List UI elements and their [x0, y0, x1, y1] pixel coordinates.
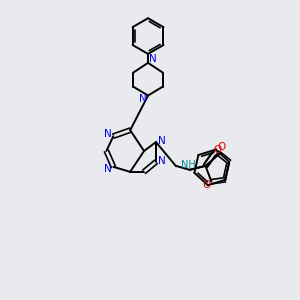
Text: N: N	[149, 54, 157, 64]
Text: N: N	[139, 94, 147, 104]
Text: N: N	[103, 164, 111, 174]
Text: O: O	[202, 180, 211, 190]
Text: O: O	[217, 142, 226, 152]
Text: NH: NH	[181, 160, 196, 170]
Text: N: N	[158, 136, 166, 146]
Text: O: O	[213, 145, 221, 155]
Text: N: N	[158, 156, 166, 166]
Text: N: N	[103, 129, 111, 139]
